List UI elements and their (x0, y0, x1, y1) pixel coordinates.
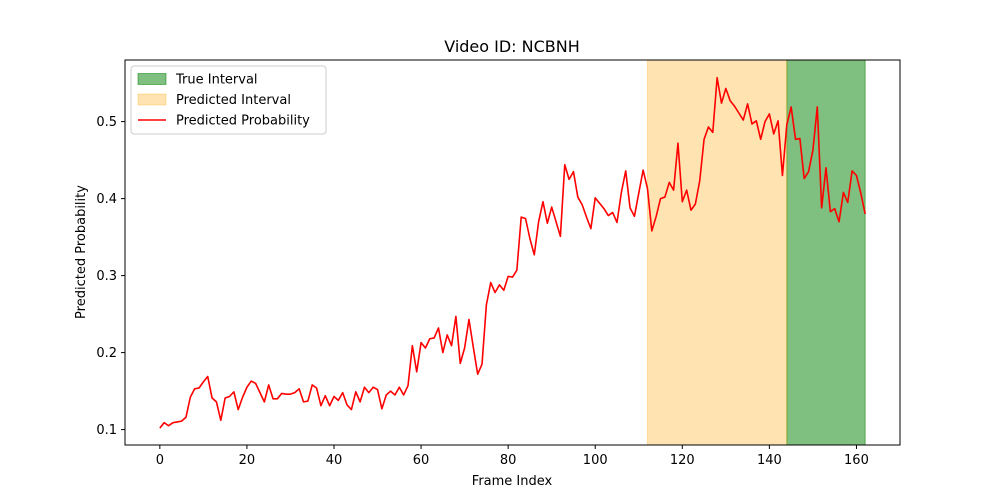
chart-title: Video ID: NCBNH (444, 37, 580, 56)
y-tick-label: 0.1 (96, 423, 117, 438)
x-tick-label: 20 (239, 453, 256, 468)
x-tick-label: 40 (326, 453, 343, 468)
legend-label-2: Predicted Probability (176, 114, 310, 129)
interval-band-0 (786, 59, 866, 446)
series-layer (159, 76, 866, 429)
x-tick-label: 160 (844, 453, 869, 468)
x-axis-ticks: 0 20 40 60 80 100 120 140 160 (156, 445, 869, 468)
legend-swatch-1 (137, 93, 167, 106)
legend: True Interval Predicted Interval Predicted… (130, 65, 327, 135)
y-tick-label: 0.4 (96, 192, 117, 207)
y-tick-label: 0.5 (96, 115, 117, 130)
y-axis-ticks: 0.1 0.2 0.3 0.4 0.5 (96, 115, 125, 438)
legend-swatch-0 (137, 73, 167, 85)
x-tick-label: 140 (757, 453, 782, 468)
interval-band-1 (646, 59, 788, 446)
plot-frame (124, 59, 901, 446)
y-axis-label: Predicted Probability (74, 185, 89, 319)
x-tick-label: 120 (670, 453, 695, 468)
y-tick-label: 0.3 (96, 269, 117, 284)
series-line-0 (159, 76, 866, 429)
x-tick-label: 100 (583, 453, 608, 468)
intervals-layer (646, 59, 866, 446)
x-axis-label: Frame Index (472, 474, 553, 489)
legend-label-1: Predicted Interval (176, 93, 291, 108)
x-tick-label: 0 (156, 453, 164, 468)
x-tick-label: 80 (500, 453, 517, 468)
x-tick-label: 60 (413, 453, 430, 468)
y-tick-label: 0.2 (96, 346, 117, 361)
legend-box (130, 65, 327, 135)
legend-label-0: True Interval (175, 73, 258, 88)
